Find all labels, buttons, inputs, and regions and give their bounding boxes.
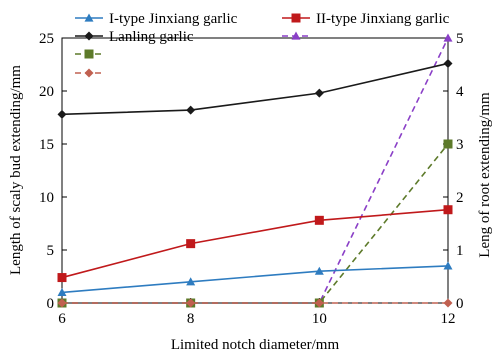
series-2 (57, 58, 453, 119)
series-3 (57, 33, 453, 307)
data-point (314, 266, 324, 275)
x-tick-label: 8 (187, 311, 195, 327)
series-line (61, 62, 449, 116)
y-left-tick-label: 15 (39, 137, 54, 153)
series-1 (57, 205, 453, 283)
data-point (314, 215, 324, 225)
legend-label: II-type Jinxiang garlic (316, 11, 450, 27)
data-point (443, 58, 453, 68)
legend-swatch-marker (84, 68, 94, 78)
legend-label: I-type Jinxiang garlic (109, 11, 238, 27)
y-right-tick-label: 1 (456, 243, 464, 259)
legend-item: I-type Jinxiang garlic (75, 11, 238, 27)
y-left-tick-label: 25 (39, 31, 54, 47)
data-point (443, 205, 453, 215)
series-4 (57, 139, 453, 308)
y-axis-right-label: Leng of root extending/mm (477, 92, 493, 258)
series-line (62, 37, 449, 304)
legend-swatch-marker (291, 31, 301, 40)
y-left-tick-label: 20 (39, 84, 54, 100)
legend-item (75, 68, 103, 78)
legend: I-type Jinxiang garlic II-type Jinxiang g… (75, 11, 450, 78)
series-0 (57, 261, 453, 296)
data-point (443, 33, 453, 42)
legend-swatch-marker (84, 13, 94, 22)
data-point (57, 109, 67, 119)
data-point (186, 277, 196, 286)
legend-label: Lanling garlic (109, 29, 194, 45)
data-point (57, 287, 67, 296)
x-tick-label: 10 (312, 311, 327, 327)
legend-item: Lanling garlic (75, 29, 194, 45)
x-tick-label: 12 (441, 311, 456, 327)
data-point (314, 298, 324, 308)
y-left-tick-label: 0 (47, 296, 55, 312)
data-point (186, 298, 196, 308)
data-point (443, 298, 453, 308)
x-axis-label: Limited notch diameter/mm (171, 337, 340, 353)
legend-item (282, 31, 310, 40)
y-right-tick-label: 2 (456, 190, 464, 206)
legend-swatch-marker (291, 13, 301, 23)
data-point (57, 273, 67, 283)
y-right-tick-label: 3 (456, 137, 464, 153)
legend-item (75, 49, 103, 59)
data-point (443, 139, 453, 149)
legend-swatch-marker (84, 49, 94, 59)
series-layer (57, 33, 453, 308)
x-tick-label: 6 (58, 311, 66, 327)
legend-swatch-marker (84, 31, 94, 41)
series-5 (57, 298, 453, 308)
data-point (57, 298, 67, 308)
data-point (186, 105, 196, 115)
data-point (314, 88, 324, 98)
y-axis-left-label: Length of scaly bud extending/mm (8, 65, 24, 275)
y-right-tick-label: 4 (456, 84, 464, 100)
data-point (443, 261, 453, 270)
y-right-tick-label: 5 (456, 31, 464, 47)
y-left-tick-label: 10 (39, 190, 54, 206)
data-point (186, 239, 196, 249)
series-line (61, 208, 449, 279)
series-line (62, 143, 449, 304)
y-left-tick-label: 5 (47, 243, 55, 259)
plot-frame (61, 37, 449, 304)
y-right-tick-label: 0 (456, 296, 464, 312)
series-line (61, 265, 449, 294)
legend-item: II-type Jinxiang garlic (282, 11, 450, 27)
